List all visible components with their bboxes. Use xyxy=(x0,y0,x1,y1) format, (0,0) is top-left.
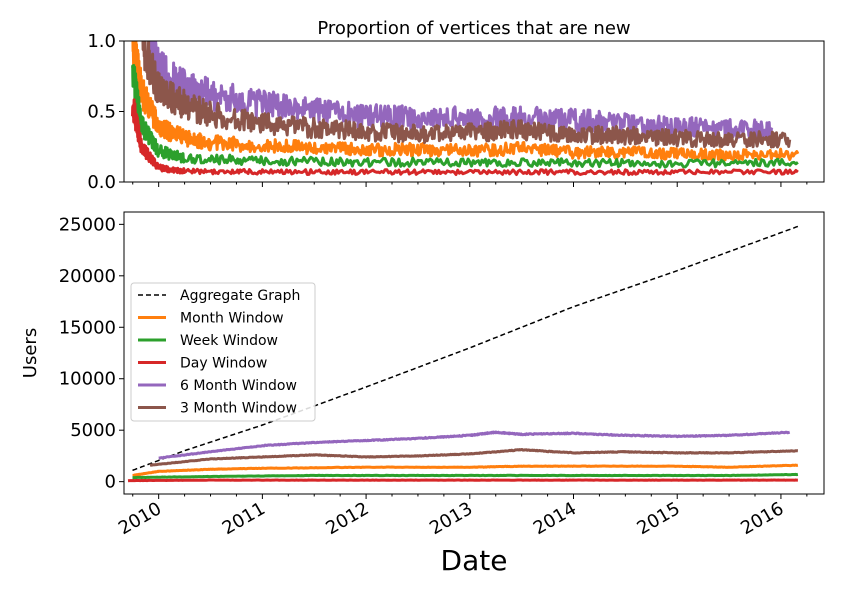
bottom-x-ticks: 2010 2011 2012 2013 2014 2015 2016 xyxy=(115,494,808,539)
legend-label-week: Week Window xyxy=(180,333,278,349)
top-series-line-day xyxy=(131,98,799,177)
legend: Aggregate Graph Month Window Week Window Da… xyxy=(130,282,316,422)
top-series-line-month xyxy=(131,41,800,162)
bottom-x-tick-label: 2010 xyxy=(115,498,165,539)
bottom-series-line-aggregate xyxy=(132,225,799,472)
top-y-ticks: 0.0 0.5 1.0 xyxy=(87,31,124,193)
bottom-x-tick-label: 2015 xyxy=(634,498,684,539)
legend-box xyxy=(130,282,316,422)
bottom-axes-frame xyxy=(123,211,825,495)
y-axis-label: Users xyxy=(20,328,41,378)
legend-label-three-month: 3 Month Window xyxy=(180,401,297,417)
top-panel: Proportion of vertices that are new 0.00… xyxy=(87,18,825,193)
legend-label-month: Month Window xyxy=(180,311,284,327)
bottom-y-tick-label: 25000 xyxy=(59,214,116,235)
bottom-x-tick-label: 2016 xyxy=(737,498,787,539)
bottom-y-tick-label: 10000 xyxy=(59,369,116,390)
bottom-x-tick-label: 2014 xyxy=(530,498,580,539)
legend-items: Aggregate Graph Month Window Week Window Da… xyxy=(138,288,300,417)
bottom-series-line-week xyxy=(132,472,799,480)
top-y-tick-label: 1.0 xyxy=(87,31,116,52)
bottom-y-tick-label: 20000 xyxy=(59,266,116,287)
bottom-x-tick-label: 2011 xyxy=(219,498,269,539)
bottom-series-group xyxy=(127,225,799,483)
legend-label-day: Day Window xyxy=(180,356,267,372)
top-series-line-week xyxy=(131,64,799,169)
bottom-x-tick-label: 2013 xyxy=(426,498,476,539)
bottom-y-tick-label: 15000 xyxy=(59,317,116,338)
bottom-series-line-month xyxy=(131,463,799,477)
legend-label-six-month: 6 Month Window xyxy=(180,378,297,394)
bottom-series-line-six-month xyxy=(158,430,791,460)
top-series-line-three-month xyxy=(141,41,792,149)
legend-label-aggregate: Aggregate Graph xyxy=(180,288,300,304)
top-series-group xyxy=(131,41,800,177)
top-chart-title: Proportion of vertices that are new xyxy=(317,18,630,39)
bottom-y-tick-label: 5000 xyxy=(70,420,116,441)
bottom-y-tick-label: 0 xyxy=(105,472,116,493)
top-y-tick-label: 0.5 xyxy=(87,102,116,123)
bottom-series-line-three-month xyxy=(149,448,799,467)
top-x-ticks xyxy=(132,182,808,187)
bottom-y-ticks: 0 5000 10000 15000 20000 25000 xyxy=(59,214,124,493)
top-y-tick-label: 0.0 xyxy=(87,172,116,193)
x-axis-label: Date xyxy=(441,544,508,577)
bottom-x-tick-label: 2012 xyxy=(322,498,372,539)
bottom-series-line-day xyxy=(127,478,799,483)
